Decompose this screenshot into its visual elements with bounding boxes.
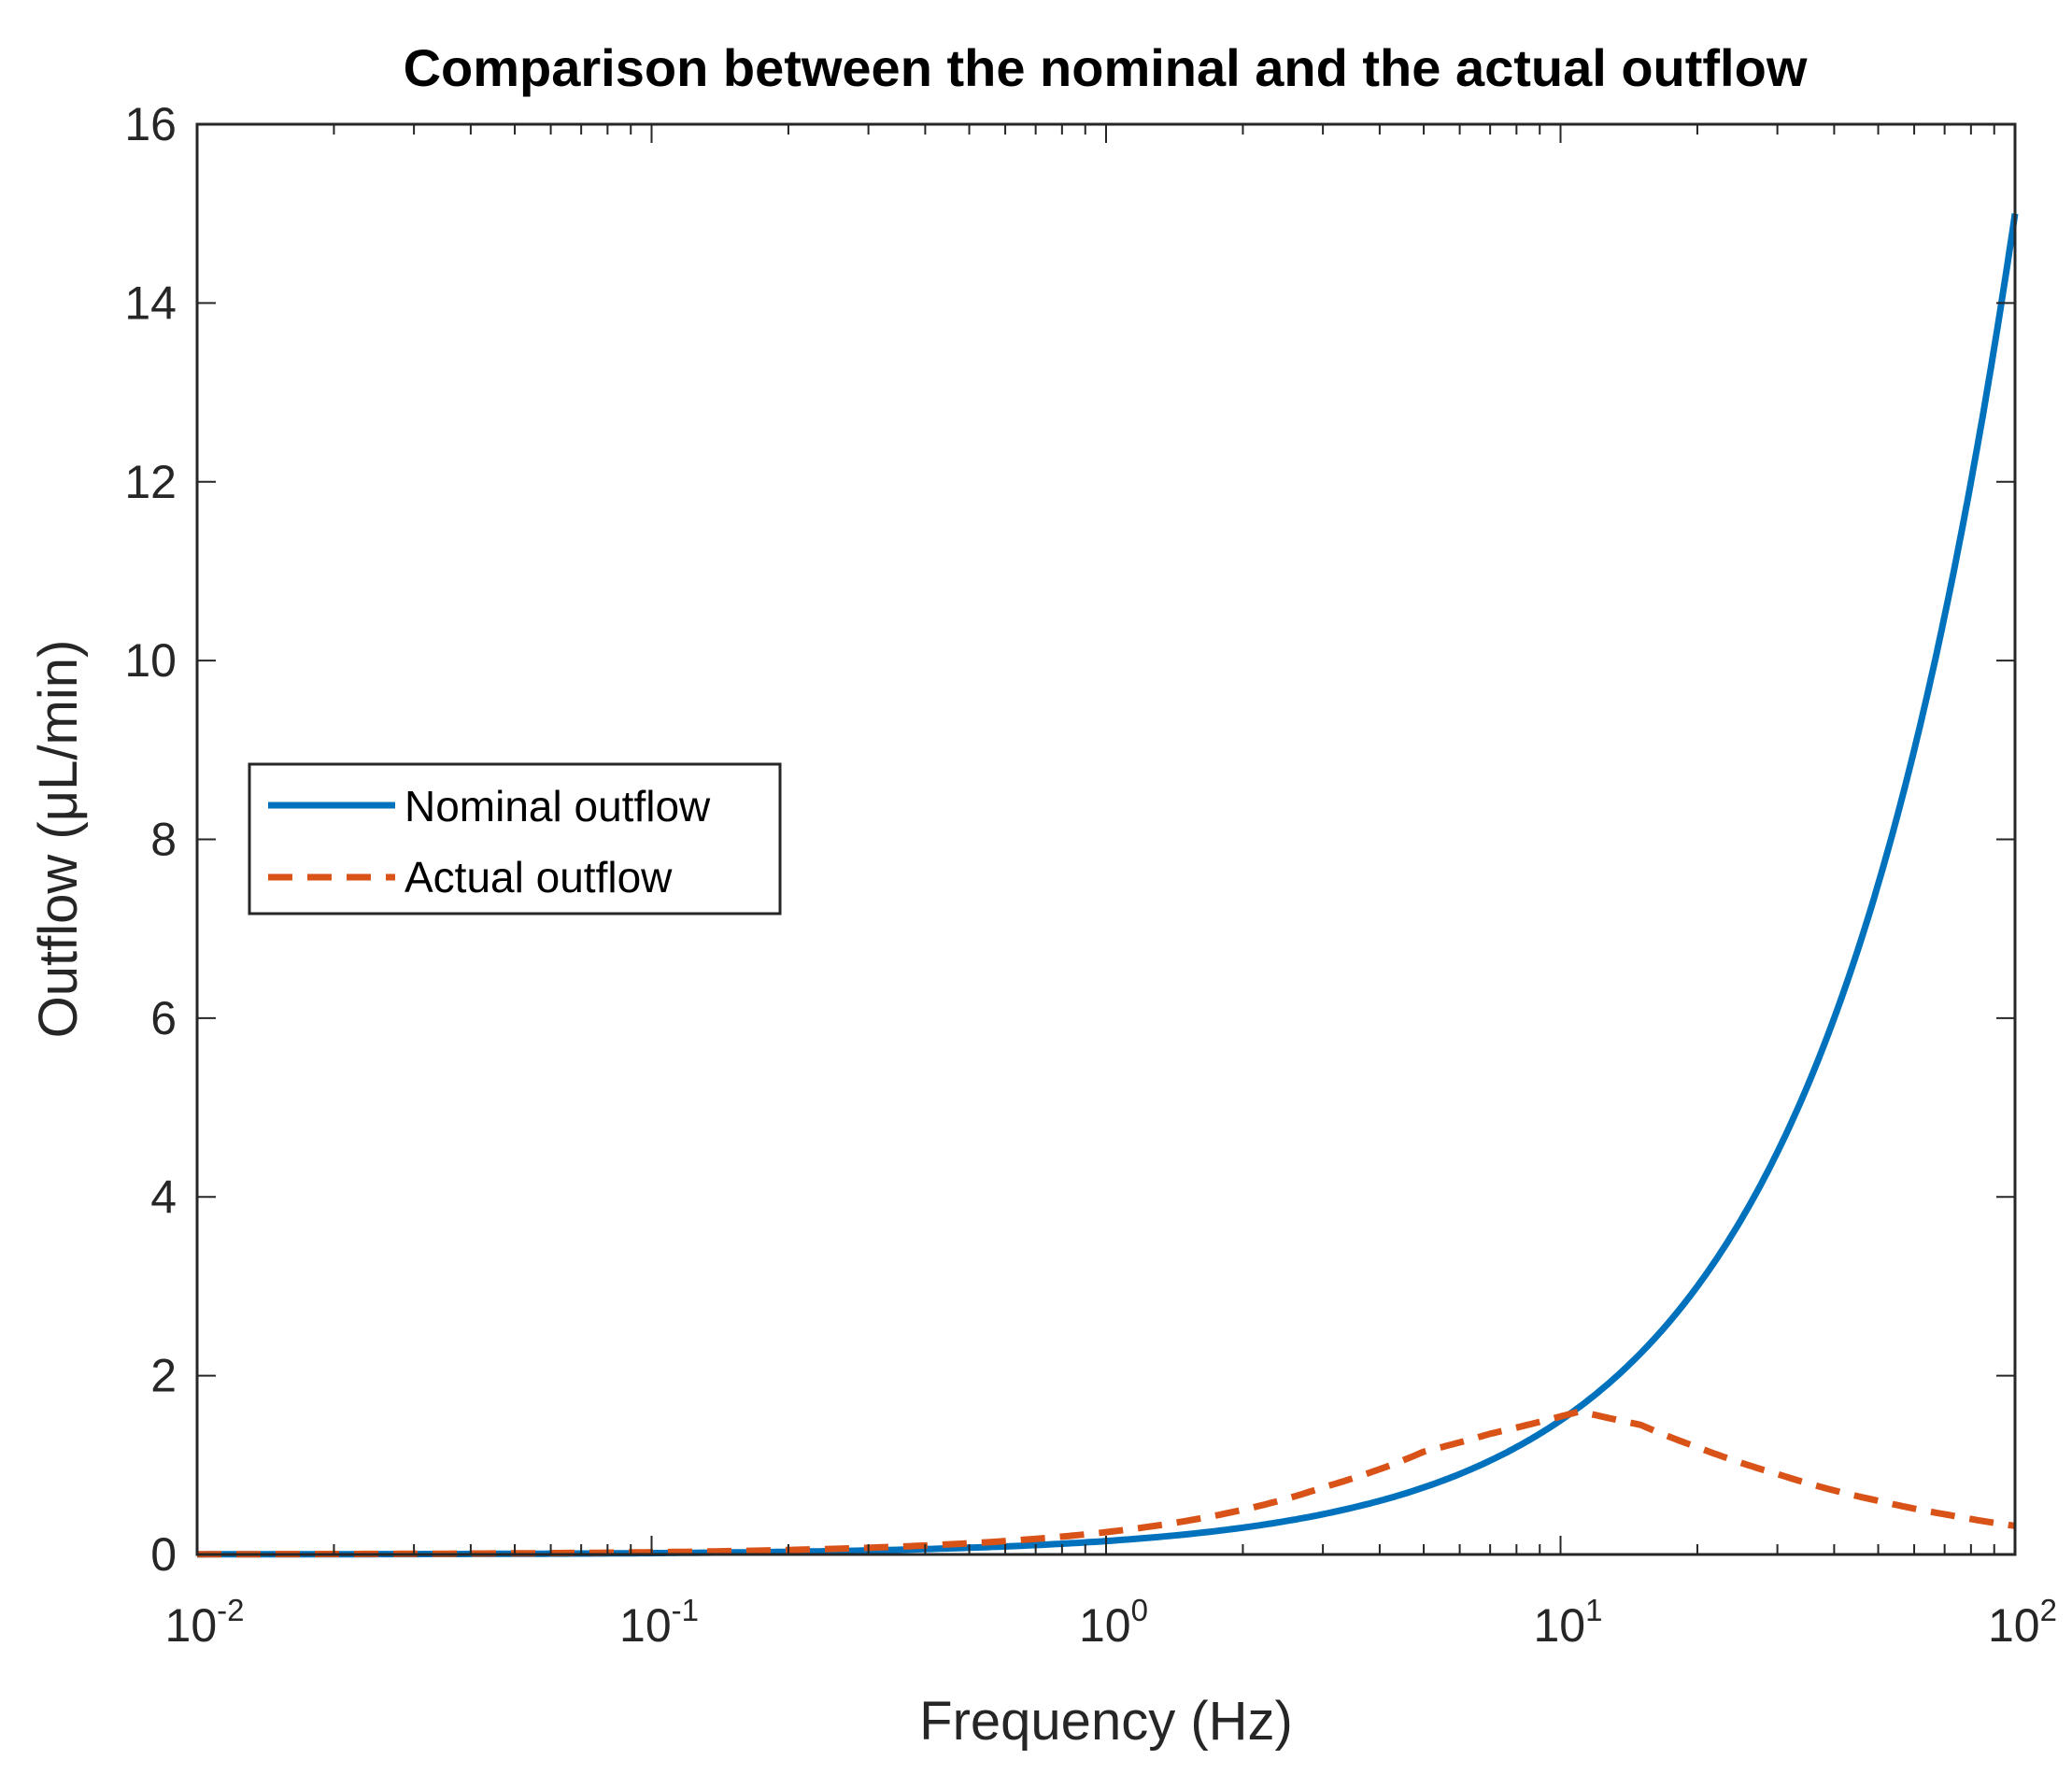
legend-label-nominal: Nominal outflow (404, 782, 711, 830)
y-tick-label: 8 (150, 814, 177, 866)
axis-tick-labels: 0 2 4 6 8 10 12 14 16 10-2 10-1 100 101 102 (124, 98, 2057, 1652)
legend-label-actual: Actual outflow (404, 853, 673, 901)
y-tick-label: 10 (124, 634, 177, 687)
x-tick-label: 101 (1534, 1593, 1603, 1652)
y-tick-label: 0 (150, 1528, 177, 1581)
legend-box (248, 762, 782, 915)
y-tick-label: 2 (150, 1350, 177, 1402)
y-tick-label: 16 (124, 98, 177, 150)
y-tick-label: 6 (150, 992, 177, 1044)
chart-title: Comparison between the nominal and the a… (404, 38, 1808, 97)
axis-ticks (196, 123, 2016, 1555)
y-tick-label: 14 (124, 277, 177, 329)
y-tick-label: 12 (124, 456, 177, 508)
y-tick-label: 4 (150, 1171, 177, 1223)
series-line-actual (197, 1408, 2016, 1558)
x-axis-label: Frequency (Hz) (919, 1691, 1293, 1752)
x-tick-label: 102 (1988, 1593, 2057, 1652)
x-tick-label: 100 (1079, 1593, 1148, 1652)
legend: Nominal outflow Actual outflow (248, 762, 782, 915)
y-axis-label: Outflow (μL/min) (28, 640, 89, 1039)
x-tick-label: 10-2 (165, 1593, 245, 1652)
x-tick-label: 10-1 (619, 1593, 699, 1652)
